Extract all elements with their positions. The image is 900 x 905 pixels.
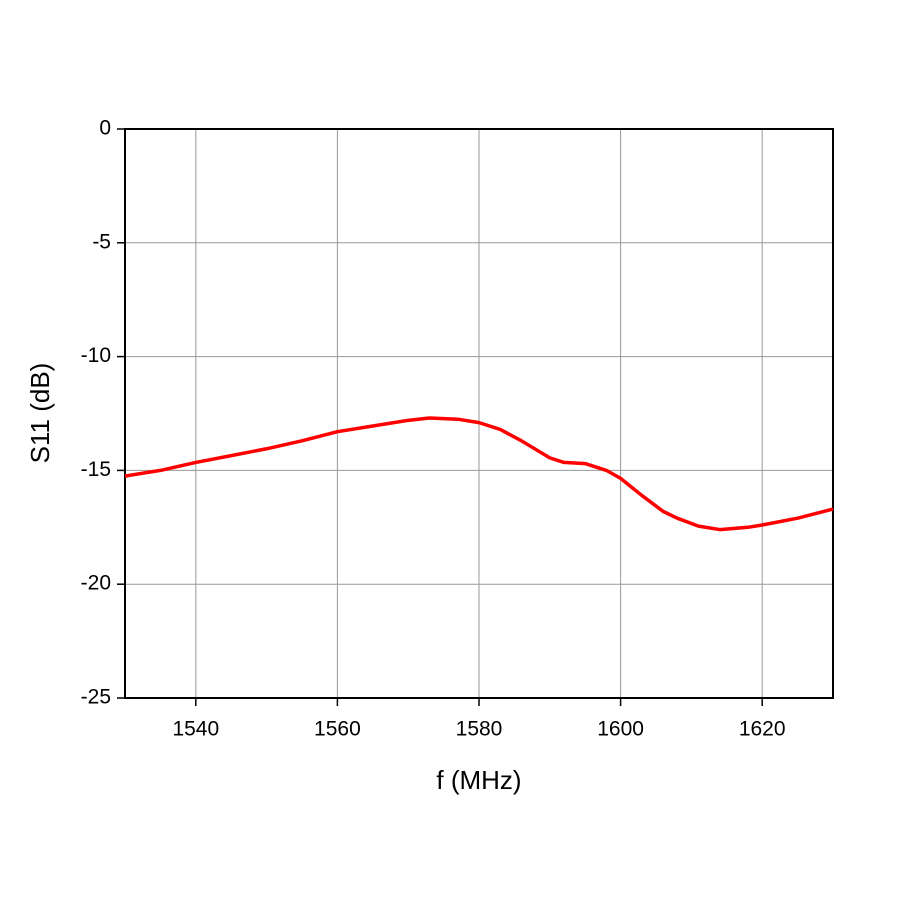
x-tick-label: 1620 — [739, 718, 786, 741]
y-axis-title: S11 (dB) — [25, 363, 55, 464]
y-tick-label: 0 — [99, 117, 111, 140]
y-tick-label: -25 — [81, 686, 111, 709]
y-tick-label: -15 — [81, 458, 111, 481]
data-line — [124, 416, 834, 532]
x-tick-label: 1560 — [314, 718, 361, 741]
x-tick-label: 1540 — [172, 718, 219, 741]
y-tick-label: -5 — [92, 230, 111, 253]
x-tick-label: 1600 — [597, 718, 644, 741]
plot-frame — [124, 128, 834, 699]
y-tick-label: -10 — [81, 344, 111, 367]
x-axis-title: f (MHz) — [436, 765, 521, 795]
x-tick-label: 1580 — [456, 718, 503, 741]
y-tick-label: -20 — [81, 572, 111, 595]
